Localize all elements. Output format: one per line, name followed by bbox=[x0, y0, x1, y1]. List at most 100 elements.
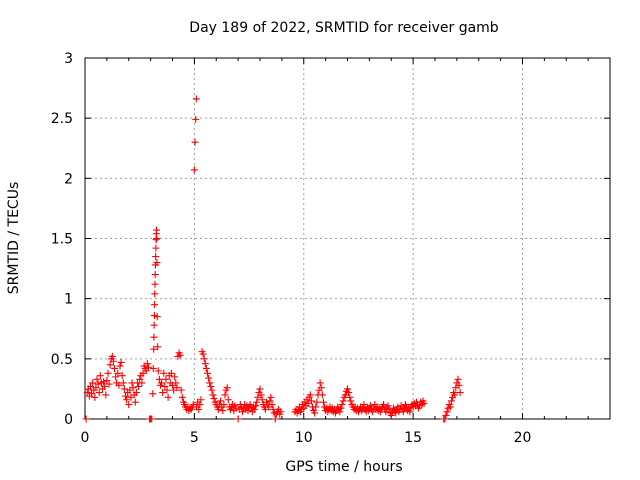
data-point bbox=[82, 415, 90, 423]
data-point bbox=[176, 351, 184, 359]
data-point bbox=[153, 313, 161, 321]
data-point bbox=[160, 369, 168, 377]
x-axis-label: GPS time / hours bbox=[285, 459, 402, 475]
data-point bbox=[129, 384, 137, 392]
data-point bbox=[178, 393, 186, 401]
data-point bbox=[447, 397, 455, 405]
data-point bbox=[210, 395, 218, 403]
data-point bbox=[88, 390, 96, 398]
data-point bbox=[258, 396, 266, 404]
data-point bbox=[172, 379, 180, 387]
data-point bbox=[93, 375, 101, 383]
data-point bbox=[204, 369, 211, 377]
data-point bbox=[125, 401, 133, 409]
data-point bbox=[336, 408, 344, 416]
data-point bbox=[307, 397, 315, 405]
data-point bbox=[118, 372, 126, 380]
data-point bbox=[209, 391, 217, 399]
data-point bbox=[150, 333, 158, 341]
data-point bbox=[207, 383, 215, 391]
data-point bbox=[150, 345, 158, 353]
data-series bbox=[82, 95, 464, 423]
data-point bbox=[271, 415, 279, 423]
data-point bbox=[105, 380, 113, 388]
data-point bbox=[277, 408, 285, 416]
data-point bbox=[339, 397, 347, 405]
data-point bbox=[153, 226, 161, 234]
data-point bbox=[267, 393, 275, 401]
data-point bbox=[159, 389, 167, 397]
data-point bbox=[199, 350, 207, 358]
data-point bbox=[256, 385, 264, 393]
data-point bbox=[380, 401, 388, 409]
data-point bbox=[115, 381, 123, 389]
data-point bbox=[101, 383, 109, 391]
data-point bbox=[144, 363, 152, 371]
data-point bbox=[114, 369, 122, 377]
data-point bbox=[420, 399, 428, 407]
data-point bbox=[148, 415, 156, 423]
data-point bbox=[234, 415, 242, 423]
y-tick-label: 1.5 bbox=[51, 232, 73, 248]
data-point bbox=[191, 138, 199, 146]
data-point bbox=[455, 381, 463, 389]
data-point bbox=[119, 379, 127, 387]
data-point bbox=[319, 398, 327, 406]
grid-lines bbox=[85, 58, 610, 419]
data-point bbox=[153, 235, 161, 242]
data-point bbox=[197, 396, 205, 404]
data-point bbox=[138, 379, 146, 387]
data-point bbox=[151, 301, 159, 309]
data-point bbox=[143, 360, 151, 368]
data-point bbox=[266, 397, 274, 405]
data-point bbox=[151, 290, 159, 298]
y-tick-label: 2 bbox=[64, 171, 73, 187]
data-point bbox=[311, 409, 319, 417]
data-point bbox=[106, 361, 114, 369]
data-point bbox=[232, 404, 240, 412]
data-point bbox=[164, 393, 172, 401]
y-tick-label: 1 bbox=[64, 292, 73, 308]
data-point bbox=[89, 379, 97, 387]
data-point bbox=[151, 280, 159, 288]
data-point bbox=[161, 383, 169, 391]
data-point bbox=[196, 401, 204, 409]
chart-title: Day 189 of 2022, SRMTID for receiver gam… bbox=[189, 20, 499, 36]
data-point bbox=[399, 408, 407, 416]
data-point bbox=[441, 415, 449, 423]
data-point bbox=[313, 398, 321, 406]
data-point bbox=[223, 384, 231, 392]
data-point bbox=[392, 409, 400, 417]
data-point bbox=[149, 390, 157, 398]
data-point bbox=[91, 393, 99, 401]
data-point bbox=[446, 403, 454, 411]
y-tick-label: 0 bbox=[64, 412, 73, 428]
data-point bbox=[102, 391, 110, 399]
data-point bbox=[268, 401, 276, 409]
data-point bbox=[112, 373, 120, 381]
x-tick-label: 5 bbox=[190, 430, 199, 446]
data-point bbox=[252, 402, 260, 410]
data-point bbox=[217, 397, 225, 405]
data-point bbox=[224, 396, 232, 404]
y-tick-label: 2.5 bbox=[51, 111, 73, 127]
data-point bbox=[219, 407, 227, 415]
data-point bbox=[104, 369, 112, 377]
data-point bbox=[152, 236, 160, 244]
data-point bbox=[442, 411, 450, 419]
data-point bbox=[190, 166, 198, 174]
x-tick-label: 0 bbox=[81, 430, 90, 446]
data-point bbox=[318, 391, 326, 399]
data-point bbox=[116, 362, 124, 370]
data-point bbox=[83, 389, 91, 397]
data-point bbox=[96, 372, 104, 380]
data-point bbox=[152, 253, 160, 261]
data-point bbox=[142, 367, 150, 375]
data-point bbox=[195, 405, 203, 413]
data-point bbox=[158, 379, 166, 387]
data-point bbox=[94, 380, 102, 388]
data-point bbox=[387, 411, 395, 419]
x-tick-label: 20 bbox=[514, 430, 532, 446]
data-point bbox=[120, 385, 128, 393]
data-point bbox=[131, 398, 139, 406]
